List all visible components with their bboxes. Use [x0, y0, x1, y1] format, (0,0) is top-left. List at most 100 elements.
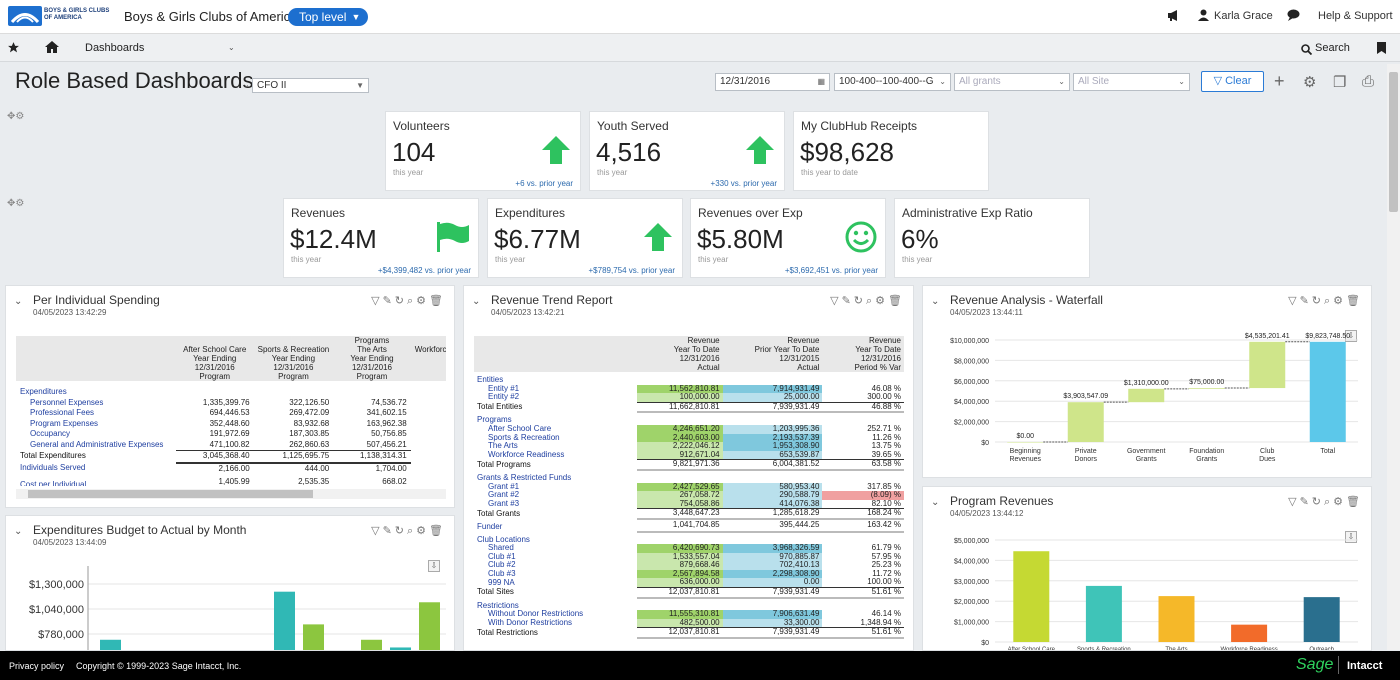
col-header: Revenue Year To Date 12/31/2016 Actual — [637, 336, 723, 372]
tick-label: $1,300,000 — [29, 579, 84, 591]
collapse-icon[interactable]: ⌄ — [14, 526, 23, 537]
top-level-button[interactable]: Top level ▼ — [288, 8, 369, 26]
horizontal-scrollbar[interactable] — [16, 489, 446, 499]
chevron-down-icon[interactable]: ⌄ — [243, 80, 250, 89]
cell-value: 0.00 — [722, 578, 823, 588]
waterfall-bar[interactable] — [1309, 341, 1346, 442]
chevron-down-icon[interactable]: ⌄ — [228, 43, 235, 52]
move-handle-icon[interactable]: ✥⚙ — [7, 111, 25, 122]
user-name[interactable]: Karla Grace — [1214, 10, 1273, 22]
budget-bar[interactable] — [100, 639, 121, 651]
cell-value: 317.85 % — [867, 481, 901, 491]
program-bar[interactable] — [1231, 624, 1268, 642]
card-title: Expenditures Budget to Actual by Month — [33, 523, 247, 537]
cell-value: 9,821,971.36 — [637, 459, 723, 471]
program-bar[interactable] — [1013, 551, 1050, 642]
gear-icon[interactable]: ⚙ — [1303, 74, 1317, 91]
card-tools[interactable]: ▽✎↻⌕⚙🗑 — [1288, 496, 1363, 508]
row-label: Personnel Expenses — [30, 397, 104, 407]
home-icon[interactable] — [44, 40, 60, 59]
dashboards-menu[interactable]: Dashboards — [85, 42, 145, 54]
row-label: Entity #2 — [488, 392, 520, 402]
budget-bar[interactable] — [390, 647, 411, 651]
dashboard-select-value: CFO II — [257, 80, 287, 91]
chevron-down-icon: ▼ — [356, 81, 364, 90]
clear-button[interactable]: ▽ Clear — [1201, 71, 1264, 92]
search-link[interactable]: Search — [1315, 42, 1350, 54]
kpi-subtitle: this year — [698, 255, 729, 264]
budget-bar[interactable] — [274, 591, 295, 651]
waterfall-bar[interactable] — [1067, 402, 1104, 442]
card-tools[interactable]: ▽✎↻⌕⚙🗑 — [371, 525, 446, 537]
kpi-expenditures[interactable]: Expenditures $6.77M this year +$789,754 … — [487, 198, 683, 278]
calendar-icon[interactable]: ▦ — [817, 77, 825, 86]
waterfall-bar[interactable] — [1128, 388, 1165, 403]
card-tools[interactable]: ▽✎↻⌕⚙🗑 — [830, 295, 905, 307]
date-field[interactable]: 12/31/2016 ▦ — [715, 73, 830, 91]
chat-icon[interactable] — [1287, 9, 1300, 24]
card-tools[interactable]: ▽✎↻⌕⚙🗑 — [1288, 295, 1363, 307]
table-row: Entities — [474, 372, 904, 385]
copy-icon[interactable]: ❐ — [1333, 74, 1347, 91]
tick-label: $3,000,000 — [954, 579, 989, 586]
download-icon[interactable]: ⇩ — [1345, 330, 1357, 342]
budget-bar[interactable] — [419, 602, 440, 651]
waterfall-bar[interactable] — [1188, 388, 1225, 389]
row-label: Expenditures — [20, 387, 67, 396]
plus-icon[interactable]: + — [1274, 71, 1285, 91]
program-bar[interactable] — [1303, 597, 1340, 642]
col-header: Sports & Recreation Year Ending 12/31/2016… — [253, 336, 334, 381]
megaphone-icon[interactable] — [1167, 9, 1181, 25]
collapse-icon[interactable]: ⌄ — [14, 296, 23, 307]
cell-value: 754,058.86 — [637, 499, 723, 509]
waterfall-bar[interactable] — [1007, 442, 1044, 443]
cell-value: 100,000.00 — [637, 392, 723, 403]
table-row: Total Sites 12,037,810.81 7,939,931.49 51.6… — [474, 587, 904, 599]
scrollbar-thumb[interactable] — [28, 490, 313, 498]
privacy-link[interactable]: Privacy policy — [9, 661, 65, 671]
kpi-admin-exp-ratio[interactable]: Administrative Exp Ratio 6% this year — [894, 198, 1090, 278]
kpi-revenues-over-exp[interactable]: Revenues over Exp $5.80M this year +$3,6… — [690, 198, 886, 278]
row-label: Without Donor Restrictions — [488, 609, 584, 619]
cell-value: 46.08 % — [871, 383, 901, 393]
kpi-youth-served[interactable]: Youth Served 4,516 this year +330 vs. pr… — [589, 111, 785, 191]
download-icon[interactable]: ⇩ — [428, 560, 440, 572]
chevron-down-icon: ⌄ — [1178, 77, 1185, 86]
search-icon[interactable] — [1301, 42, 1313, 60]
row-label: Cost per Individual — [20, 480, 87, 486]
user-icon[interactable] — [1198, 9, 1209, 24]
scrollbar-thumb[interactable] — [1389, 72, 1398, 212]
revenue-trend-card: ⌄ Revenue Trend Report 04/05/2023 13:42:… — [463, 285, 914, 651]
budget-bar[interactable] — [303, 624, 324, 651]
kpi-subtitle: this year — [902, 255, 933, 264]
cell-value: 267,058.72 — [637, 491, 723, 500]
kpi-clubhub-receipts[interactable]: My ClubHub Receipts $98,628 this year to… — [793, 111, 989, 191]
move-handle-icon[interactable]: ✥⚙ — [7, 198, 25, 209]
cell-value: 11.72 % — [872, 568, 901, 578]
grants-filter[interactable]: All grants ⌄ — [954, 73, 1070, 91]
kpi-value: $6.77M — [494, 224, 581, 254]
entity-filter[interactable]: 100-400--100-400--G ⌄ — [834, 73, 951, 91]
collapse-icon[interactable]: ⌄ — [931, 497, 940, 508]
program-bar[interactable] — [1085, 585, 1122, 642]
budget-bar[interactable] — [361, 639, 382, 651]
dashboard-select[interactable]: CFO II ▼ — [252, 78, 369, 93]
cell-value: 970,885.87 — [722, 552, 823, 562]
kpi-volunteers[interactable]: Volunteers 104 this year +6 vs. prior ye… — [385, 111, 581, 191]
kpi-title: Administrative Exp Ratio — [902, 206, 1033, 220]
star-icon[interactable] — [7, 41, 20, 59]
card-tools[interactable]: ▽✎↻⌕⚙🗑 — [371, 295, 446, 307]
bookmark-icon[interactable] — [1377, 41, 1386, 59]
kpi-revenues[interactable]: Revenues $12.4M this year +$4,399,482 vs… — [283, 198, 479, 278]
table-row: Grant #1 2,427,529.65 580,953.40 317.85 % — [474, 481, 904, 492]
help-link[interactable]: Help & Support — [1318, 10, 1393, 22]
cell-value: 694,446.53 — [209, 408, 250, 417]
waterfall-bar[interactable] — [1249, 341, 1286, 389]
program-bar[interactable] — [1158, 596, 1195, 642]
collapse-icon[interactable]: ⌄ — [472, 296, 481, 307]
print-icon[interactable]: ⎙ — [1362, 73, 1375, 90]
site-filter[interactable]: All Site ⌄ — [1073, 73, 1190, 91]
collapse-icon[interactable]: ⌄ — [931, 296, 940, 307]
bgca-logo[interactable] — [8, 5, 120, 27]
report-viewport: Revenue Year To Date 12/31/2016 Actual Reve… — [474, 336, 906, 650]
